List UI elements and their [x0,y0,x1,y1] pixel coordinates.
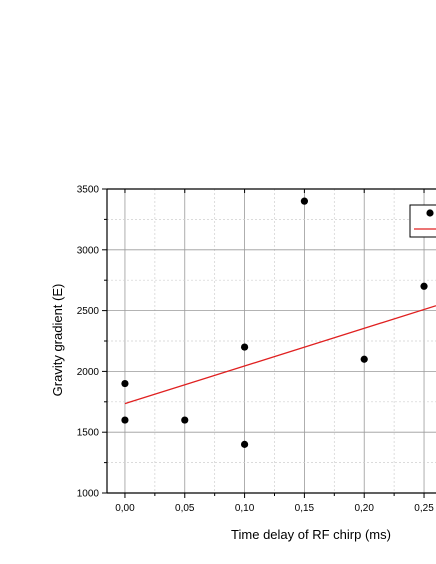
y-tick-label: 1500 [77,428,100,439]
y-tick-label: 3000 [77,245,100,256]
legend [409,204,436,238]
y-axis-label: Gravity gradient (E) [50,284,65,397]
data-point [420,282,428,290]
x-tick-label: 0,05 [175,503,195,514]
x-tick-label: 0,15 [295,503,315,514]
y-tick-label: 2500 [77,306,100,317]
data-point [240,440,249,448]
data-point [121,416,129,424]
data-point [300,197,308,205]
data-point [360,355,368,363]
data-points [121,197,428,448]
x-tick-label: 0,10 [235,503,255,514]
x-axis-label: Time delay of RF chirp (ms) [231,527,391,542]
legend-box [409,204,436,238]
y-tick-label: 2000 [77,367,100,378]
x-tick-label: 0,00 [115,503,135,514]
data-point [240,343,249,351]
fit-line-layer [124,305,436,405]
y-tick-label: 1000 [77,489,100,500]
tick-labels: 0,00 0,05 0,10 0,15 0,20 0,25 1000 1500 2000 2500… [77,185,434,515]
x-tick-label: 0,20 [354,503,374,514]
fit-line [124,305,436,405]
y-tick-label: 3500 [77,185,100,196]
data-point [121,379,129,388]
axes [102,188,436,498]
legend-marker-points [426,209,434,217]
data-point [181,416,189,424]
grid [107,189,436,493]
x-tick-label: 0,25 [414,503,434,514]
